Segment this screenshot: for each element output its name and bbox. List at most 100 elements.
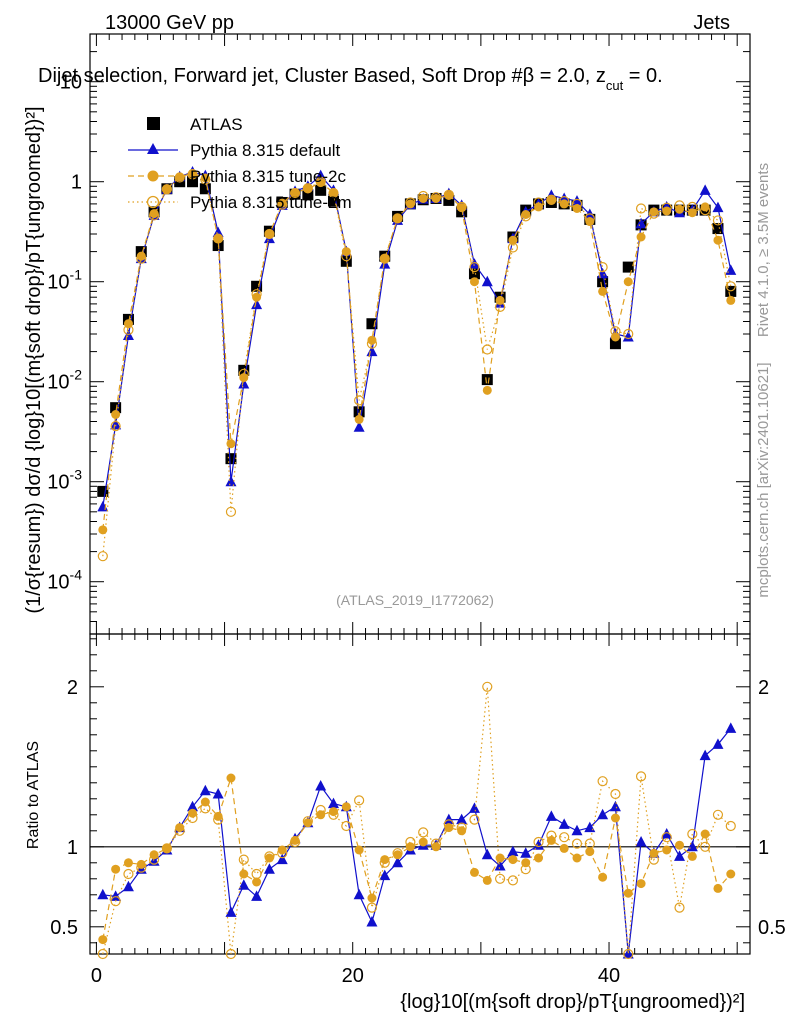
data-point-atlas <box>712 223 724 235</box>
ratio-point-tune-2m <box>264 851 275 862</box>
ratio-point-default <box>725 722 737 733</box>
ratio-point-tune-2m <box>123 868 134 880</box>
ratio-point-tune-2m <box>584 838 595 849</box>
ratio-point-default <box>122 880 134 892</box>
ratio-point-tune-2m <box>648 854 659 865</box>
data-point-tune-2m <box>700 205 711 216</box>
data-point-tune-2m <box>366 338 378 349</box>
ratio-tick-label-2-right: 2 <box>758 677 769 699</box>
ratio-point-default <box>468 802 480 813</box>
axis-tick-labels: 10 1 0 20 40 2 1 0.5 2 1 0.5 10-1 10-2 10-… <box>47 72 786 987</box>
series-layer <box>97 166 737 562</box>
data-point-atlas <box>199 183 211 195</box>
data-point-default <box>622 330 634 342</box>
y-tick-label-10^-1: 10-1 <box>47 267 82 294</box>
data-point-tune-2c <box>188 168 198 178</box>
ratio-point-tune-2c <box>700 829 710 839</box>
ratio-point-tune-2m <box>136 862 147 873</box>
data-point-atlas <box>110 402 122 414</box>
legend: ATLAS Pythia 8.315 default Pythia 8.315 … <box>128 115 352 212</box>
data-point-atlas <box>135 246 147 258</box>
data-point-atlas <box>251 280 263 292</box>
ratio-point-tune-2m <box>571 838 583 849</box>
data-point-tune-2m <box>687 201 698 212</box>
ratio-point-tune-2c <box>636 879 646 889</box>
ratio-point-default <box>110 890 122 901</box>
ratio-point-default <box>212 788 224 799</box>
ratio-point-tune-2c <box>239 869 249 879</box>
data-point-default <box>238 377 250 389</box>
data-point-tune-2c <box>175 172 185 182</box>
ratio-point-tune-2c <box>252 877 262 887</box>
data-point-tune-2c <box>469 277 479 287</box>
ratio-point-tune-2c <box>98 935 108 945</box>
ratio-point-default <box>507 845 519 857</box>
ratio-point-tune-2m <box>289 836 301 848</box>
data-point-tune-2c <box>98 525 108 535</box>
data-point-default <box>366 345 378 357</box>
ratio-point-default <box>481 848 493 860</box>
data-point-tune-2c <box>418 193 428 203</box>
ratio-point-default <box>276 853 288 865</box>
ratio-point-tune-2m <box>700 841 711 852</box>
data-point-tune-2m <box>546 194 557 205</box>
ratio-point-default <box>520 847 532 858</box>
plot-title-subscript: cut <box>606 78 624 93</box>
ratio-point-tune-2m <box>366 902 378 913</box>
ratio-point-tune-2c <box>367 893 377 903</box>
ratio-point-tune-2c <box>495 853 505 863</box>
ratio-series-default <box>97 722 737 959</box>
legend-marker-tune-2m <box>146 195 160 209</box>
ratio-point-tune-2m <box>443 819 454 830</box>
ratio-point-tune-2c <box>585 847 595 857</box>
plot-title-main: Dijet selection, Forward jet, Cluster Ba… <box>38 65 606 87</box>
data-point-atlas <box>225 453 237 465</box>
plot-title-tail: = 0. <box>623 65 662 87</box>
data-point-tune-2c <box>213 234 223 244</box>
ratio-point-tune-2c <box>354 845 364 855</box>
ratio-point-tune-2m <box>687 828 698 840</box>
ratio-point-tune-2m <box>251 868 262 880</box>
ratio-point-tune-2c <box>598 872 608 882</box>
ratio-point-tune-2c <box>111 864 121 874</box>
ratio-point-default <box>545 810 557 821</box>
data-point-atlas <box>315 184 327 196</box>
ratio-point-tune-2m <box>392 848 403 859</box>
data-point-atlas <box>238 364 250 376</box>
ratio-point-default <box>315 780 327 791</box>
ratio-point-tune-2c <box>508 855 518 865</box>
data-point-tune-2m <box>559 195 570 207</box>
data-point-tune-2m <box>507 242 519 253</box>
ratio-point-default <box>712 738 724 749</box>
ratio-series-tune-2m <box>97 681 736 960</box>
data-point-tune-2m <box>315 176 326 187</box>
data-point-tune-2m <box>533 197 544 208</box>
data-point-atlas <box>97 485 109 497</box>
data-point-atlas <box>366 318 378 330</box>
ratio-point-tune-2c <box>226 773 236 783</box>
data-point-tune-2m <box>494 301 506 312</box>
ratio-point-default <box>251 890 263 901</box>
data-point-tune-2m <box>238 368 249 379</box>
ratio-point-tune-2m <box>328 809 339 820</box>
data-point-tune-2c <box>623 277 633 287</box>
ratio-point-default <box>533 839 545 850</box>
ratio-point-tune-2c <box>341 802 351 812</box>
ratio-point-tune-2m <box>277 848 288 859</box>
data-point-tune-2c <box>264 229 274 239</box>
data-point-atlas <box>597 276 609 288</box>
ratio-point-default <box>366 916 378 927</box>
ratio-point-default <box>225 906 237 917</box>
ratio-point-tune-2c <box>277 845 287 855</box>
ratio-point-tune-2m <box>623 948 634 960</box>
data-point-default <box>353 421 365 432</box>
series-line-tune-2m <box>102 173 732 557</box>
main-plot-frame <box>89 33 751 635</box>
ratio-point-tune-2m <box>674 902 685 913</box>
ratio-point-default <box>609 800 621 812</box>
data-point-atlas <box>327 195 339 207</box>
plot-title: Dijet selection, Forward jet, Cluster Ba… <box>38 65 663 93</box>
ratio-point-tune-2m <box>315 804 326 816</box>
ratio-point-default <box>379 869 391 881</box>
ratio-point-default <box>635 836 647 847</box>
